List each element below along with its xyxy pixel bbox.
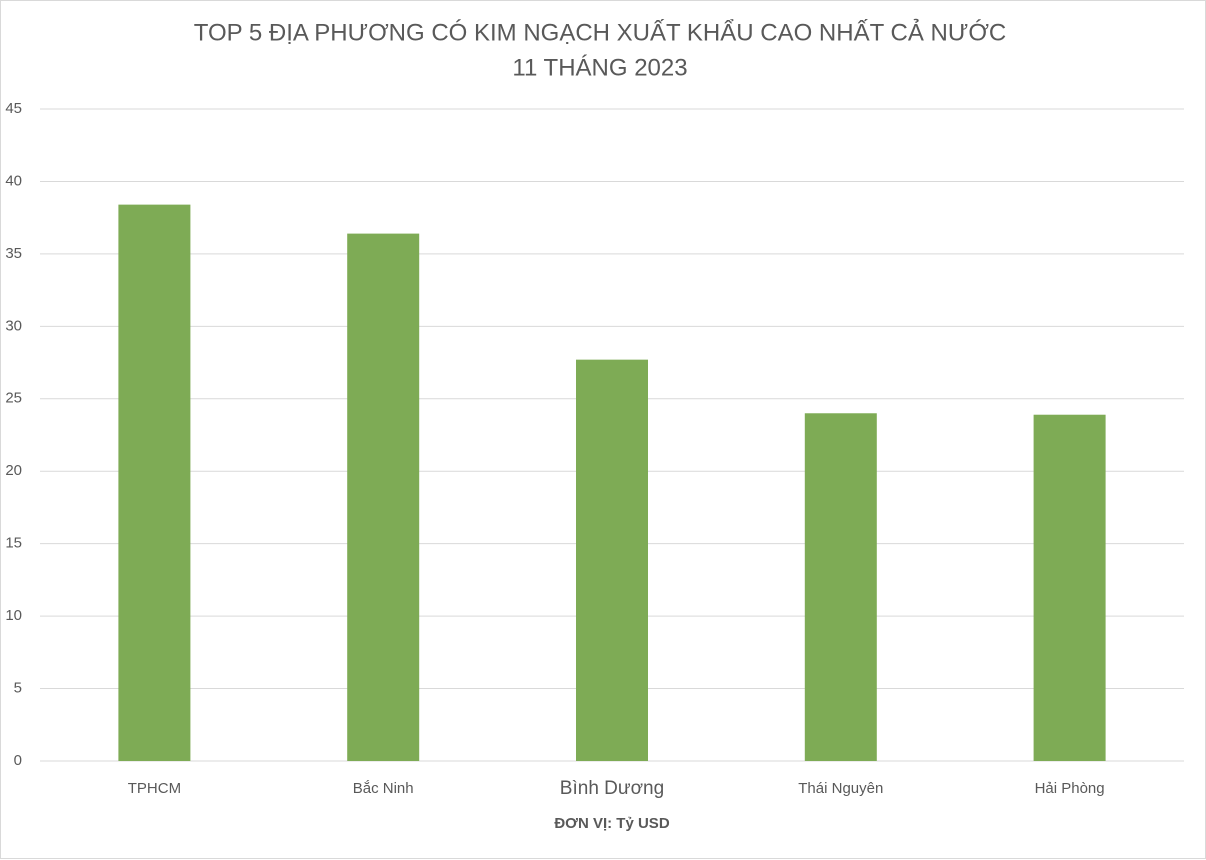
y-tick-label: 15	[5, 535, 22, 552]
y-tick-label: 25	[5, 390, 22, 407]
y-tick-label: 35	[5, 245, 22, 262]
x-tick-label: Thái Nguyên	[798, 780, 883, 797]
y-tick-label: 40	[5, 172, 22, 189]
bar	[576, 359, 648, 761]
y-tick-label: 0	[14, 752, 22, 769]
y-tick-label: 5	[14, 680, 22, 697]
y-tick-label: 30	[5, 317, 22, 334]
x-axis-label: ĐƠN VỊ: Tỷ USD	[554, 815, 669, 832]
x-tick-label: Hải Phòng	[1035, 780, 1105, 797]
bar	[1033, 414, 1106, 761]
y-tick-label: 20	[5, 462, 22, 479]
bar	[118, 204, 191, 762]
bar	[347, 233, 420, 762]
bar	[804, 413, 877, 761]
x-tick-label: TPHCM	[128, 780, 181, 797]
x-tick-label: Bình Dương	[560, 778, 664, 799]
y-tick-label: 45	[5, 100, 22, 117]
chart-title: TOP 5 ĐỊA PHƯƠNG CÓ KIM NGẠCH XUẤT KHẨU …	[194, 17, 1007, 46]
x-tick-label: Bắc Ninh	[353, 780, 414, 797]
chart-subtitle: 11 THÁNG 2023	[512, 54, 687, 81]
y-tick-label: 10	[5, 607, 22, 624]
